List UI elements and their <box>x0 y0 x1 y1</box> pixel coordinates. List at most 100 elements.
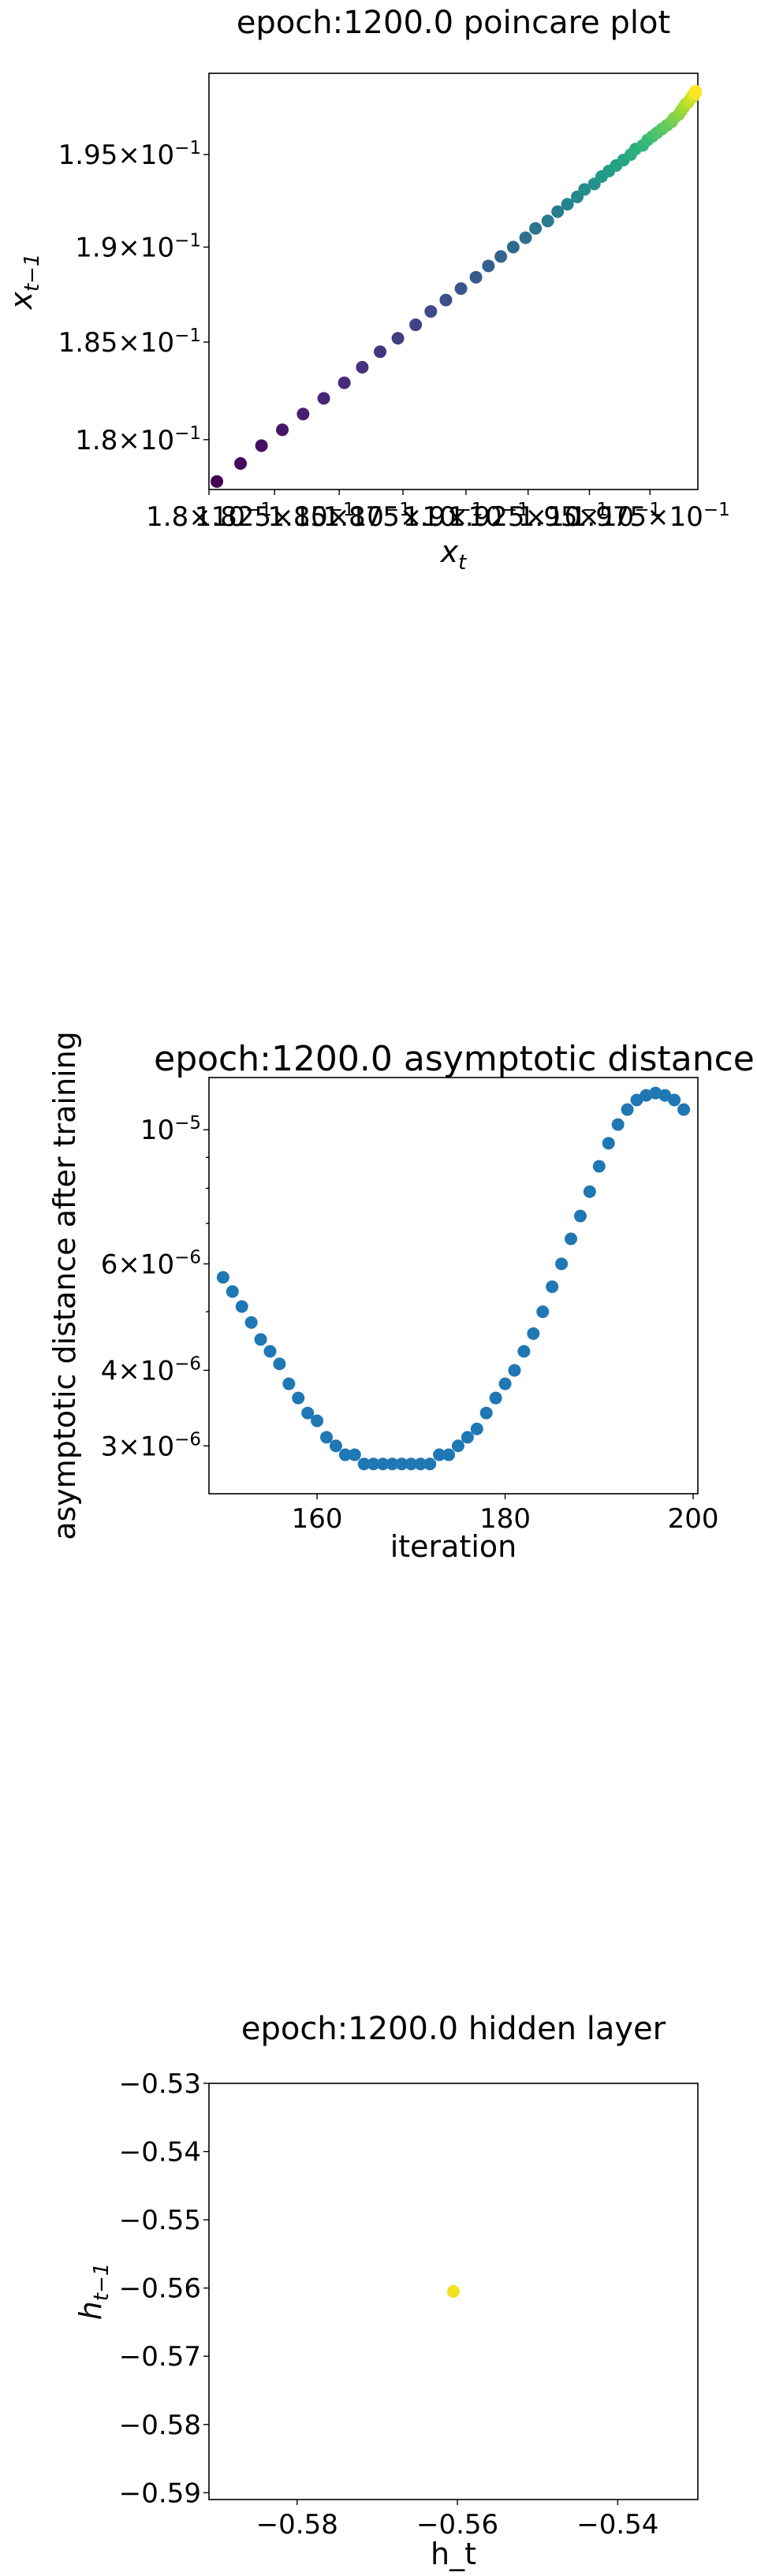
data-point <box>414 1457 427 1471</box>
y-tick-label: −0.54 <box>119 2137 201 2168</box>
data-point <box>454 282 468 296</box>
data-point <box>391 332 405 345</box>
data-point <box>677 1103 691 1116</box>
y-tick-label: 1.85×10−1 <box>58 326 201 359</box>
chart-title: epoch:1200.0 hidden layer <box>241 2011 666 2047</box>
y-tick-label: 3×10−6 <box>101 1429 201 1462</box>
data-point <box>561 198 574 211</box>
data-point <box>216 1271 229 1284</box>
data-point <box>356 360 369 374</box>
data-point <box>555 1257 569 1271</box>
data-point <box>273 1357 286 1371</box>
x-tick-label: 180 <box>479 1503 531 1535</box>
data-point <box>282 1377 296 1390</box>
asymptotic-distance-plot: epoch:1200.0 asymptotic distance 160 180 20… <box>47 1031 755 1564</box>
y-tick-label: 4×10−6 <box>101 1353 201 1387</box>
data-point <box>301 1406 315 1420</box>
data-point <box>508 1364 521 1377</box>
y-axis-label-group: ht−1 <box>73 2263 114 2321</box>
data-point <box>439 293 453 307</box>
y-tick-label: −0.53 <box>119 2068 201 2100</box>
data-point <box>573 1209 587 1223</box>
y-axis-label: asymptotic distance after training <box>47 1031 82 1540</box>
data-point <box>424 305 438 318</box>
y-tick-label: 1.9×10−1 <box>75 230 201 263</box>
data-point <box>329 1439 342 1453</box>
x-tick-label: 1.9×10−1 <box>403 500 529 533</box>
data-point <box>348 1448 361 1461</box>
data-point <box>357 1457 371 1471</box>
data-point <box>578 183 591 196</box>
data-point <box>367 1457 380 1471</box>
plot-frame <box>208 73 699 490</box>
data-point <box>498 1377 512 1390</box>
data-point <box>374 345 387 359</box>
y-axis-label-group: xt−1 <box>4 253 44 310</box>
x-tick-label: 1.925×10−1 <box>448 500 608 533</box>
data-point <box>658 1089 672 1102</box>
data-point <box>386 1457 399 1471</box>
y-tick-label: 6×10−6 <box>101 1247 201 1280</box>
data-point <box>226 1285 239 1298</box>
data-point <box>519 231 532 244</box>
x-tick-label: 1.95×10−1 <box>518 500 661 533</box>
data-point <box>263 1345 277 1358</box>
data-point <box>442 1448 456 1461</box>
data-point <box>211 475 224 488</box>
data-point <box>292 1391 305 1405</box>
data-point <box>489 1391 502 1405</box>
data-point <box>276 423 289 437</box>
x-axis-label: h_t <box>431 2537 476 2571</box>
x-tick-label: −0.56 <box>416 2509 498 2541</box>
data-point <box>451 1439 464 1453</box>
data-point <box>244 1316 258 1329</box>
chart-title: epoch:1200.0 poincare plot <box>237 5 670 41</box>
data-point <box>611 1118 625 1131</box>
data-point <box>469 270 483 284</box>
data-point <box>395 1457 408 1471</box>
data-point <box>517 1345 531 1358</box>
plot-frame <box>208 1077 699 1495</box>
x-tick-label: 1.825×10−1 <box>195 500 355 533</box>
data-point <box>602 1137 615 1150</box>
data-point <box>565 1232 578 1245</box>
data-point <box>311 1414 324 1428</box>
data-point <box>296 408 310 421</box>
data-point <box>583 1185 596 1198</box>
data-point <box>506 240 520 254</box>
data-point <box>255 439 268 452</box>
x-tick-label: 1.975×10−1 <box>570 500 730 533</box>
data-point <box>423 1457 437 1471</box>
x-tick-label: −0.58 <box>256 2509 338 2541</box>
data-point <box>546 1280 559 1294</box>
y-axis-label: xt−1 <box>4 253 44 310</box>
data-point <box>688 84 702 98</box>
data-point <box>536 1305 550 1319</box>
y-tick-label: 1.95×10−1 <box>58 138 201 171</box>
data-point <box>668 1093 681 1107</box>
data-point <box>254 1333 267 1346</box>
data-point <box>470 1422 483 1435</box>
data-point <box>337 376 351 389</box>
data-point <box>529 221 543 235</box>
data-point <box>317 392 330 405</box>
y-axis-label: ht−1 <box>73 2263 114 2321</box>
y-axis-label-group: asymptotic distance after training <box>47 1031 82 1540</box>
data-point <box>447 2285 460 2298</box>
data-point <box>405 1457 418 1471</box>
x-tick-label: 160 <box>292 1503 343 1535</box>
data-point <box>621 1103 634 1116</box>
y-tick-label: −0.58 <box>119 2410 201 2441</box>
data-point <box>482 259 495 273</box>
x-tick-label: 1.85×10−1 <box>267 500 410 533</box>
y-tick-label: 1.8×10−1 <box>75 423 201 456</box>
y-tick-label: 10−5 <box>140 1113 201 1146</box>
data-point <box>409 318 423 332</box>
x-tick-label: −0.54 <box>576 2509 658 2541</box>
x-tick-label: 1.8×10−1 <box>146 500 272 533</box>
poincare-plot: epoch:1200.0 poincare plot1.8×10−11.825×… <box>4 5 730 575</box>
data-point <box>527 1327 540 1340</box>
y-tick-label: −0.57 <box>119 2341 201 2373</box>
hidden-layer-plot: epoch:1200.0 hidden layer −0.58 −0.56 −0.54… <box>73 2011 699 2571</box>
data-point <box>461 1431 474 1444</box>
